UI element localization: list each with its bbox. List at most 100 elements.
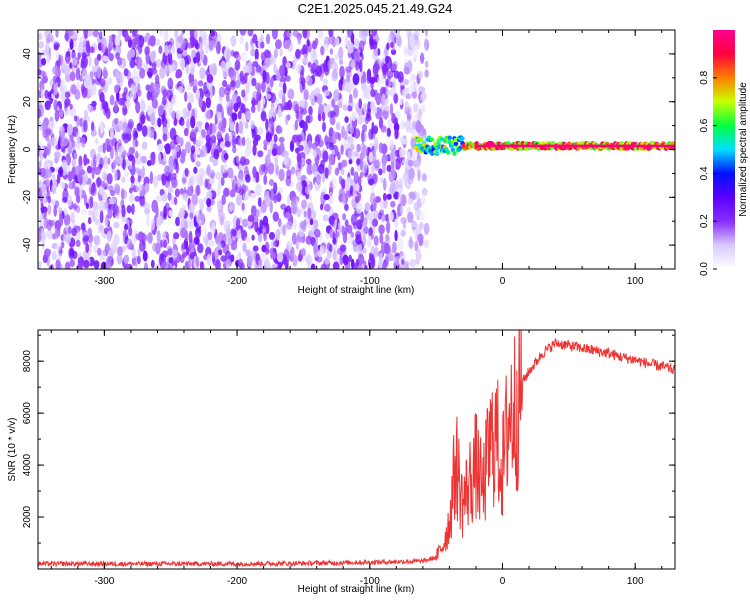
heatmap-cell xyxy=(343,137,350,148)
heatmap-cell xyxy=(44,43,50,56)
heatmap-cell xyxy=(198,36,203,44)
heatmap-cell xyxy=(56,252,62,261)
heatmap-cell xyxy=(222,67,229,78)
heatmap-cell xyxy=(74,115,78,122)
heatmap-x-axis-label: Height of straight line (km) xyxy=(298,285,415,296)
heatmap-cell xyxy=(181,57,186,71)
heatmap-cell xyxy=(384,255,389,268)
heatmap-cell xyxy=(74,186,80,198)
heatmap-cell xyxy=(371,30,378,37)
heatmap-cell xyxy=(245,41,249,52)
heatmap-cell xyxy=(256,227,262,236)
heatmap-cell xyxy=(238,121,243,134)
heatmap-cell xyxy=(384,242,390,255)
heatmap-cell xyxy=(245,110,252,120)
heatmap-cell xyxy=(173,119,178,126)
heatmap-cell xyxy=(149,50,156,63)
heatmap-cell xyxy=(196,237,200,245)
heatmap-cell xyxy=(60,89,66,102)
heatmap-cell xyxy=(357,254,365,266)
heatmap-cell xyxy=(66,123,73,136)
heatmap-cell xyxy=(302,44,308,56)
heatmap-cell xyxy=(210,222,216,235)
heatmap-cell xyxy=(379,233,384,244)
heatmap-cell xyxy=(229,133,233,144)
heatmap-cell xyxy=(263,144,268,151)
heatmap-cell xyxy=(168,209,173,217)
heatmap-cell xyxy=(373,210,379,219)
heatmap-cell xyxy=(229,69,237,83)
heatmap-cell xyxy=(94,218,101,226)
heatmap-cell xyxy=(318,103,324,115)
heatmap-cell xyxy=(343,130,348,141)
heatmap-cell xyxy=(408,236,413,249)
heatmap-cell xyxy=(115,70,120,79)
heatmap-cell xyxy=(159,30,163,37)
heatmap-cell xyxy=(127,118,134,129)
heatmap-cell xyxy=(159,259,167,269)
heatmap-cell xyxy=(97,145,104,153)
heatmap-cell xyxy=(150,259,155,269)
heatmap-cell xyxy=(273,48,278,59)
heatmap-cell xyxy=(39,148,44,162)
heatmap-cell xyxy=(132,30,138,37)
heatmap-cell xyxy=(312,49,317,59)
heatmap-cell xyxy=(283,150,289,158)
heatmap-cell xyxy=(190,37,197,47)
heatmap-cell xyxy=(38,108,42,119)
heatmap-cell xyxy=(423,38,430,51)
heatmap-cell xyxy=(268,231,276,240)
heatmap-cell xyxy=(122,158,126,171)
heatmap-cell xyxy=(219,141,226,149)
colorbar-label: Normalized spectral amplitude xyxy=(738,82,749,217)
heatmap-cell xyxy=(88,56,92,67)
heatmap-cell xyxy=(362,124,367,133)
heatmap-cell xyxy=(328,215,335,226)
heatmap-cell xyxy=(350,213,358,226)
heatmap-cell xyxy=(381,64,389,76)
heatmap-cell xyxy=(136,122,143,132)
heatmap-cell xyxy=(365,90,372,101)
heatmap-cell xyxy=(390,200,396,208)
heatmap-cell xyxy=(250,120,255,130)
heatmap-cell xyxy=(384,105,390,112)
heatmap-cell xyxy=(102,55,109,62)
heatmap-cell xyxy=(104,201,109,210)
heatmap-cell xyxy=(292,30,299,37)
heatmap-cell xyxy=(121,204,126,218)
heatmap-cell xyxy=(40,70,45,77)
snr-y-axis-label: SNR (10 * v/v) xyxy=(7,418,18,482)
heatmap-cell xyxy=(268,108,273,119)
heatmap-cell xyxy=(297,35,301,45)
heatmap-cell xyxy=(108,77,113,84)
heatmap-cell xyxy=(198,96,203,109)
heatmap-cell xyxy=(409,83,415,93)
heatmap-cell xyxy=(225,92,230,103)
heatmap-cell xyxy=(217,242,222,251)
heatmap-cell xyxy=(134,37,140,44)
heatmap-cell xyxy=(307,207,312,220)
heatmap-cell xyxy=(389,103,394,116)
heatmap-cell xyxy=(347,41,354,54)
heatmap-cell xyxy=(123,87,128,95)
heatmap-cell xyxy=(417,248,421,260)
heatmap-cell xyxy=(59,136,66,149)
heatmap-cell xyxy=(303,89,309,101)
heatmap-cell xyxy=(313,219,319,231)
heatmap-cell xyxy=(182,107,188,120)
heatmap-cell xyxy=(270,56,276,65)
heatmap-cell xyxy=(188,257,192,269)
colorbar-gradient xyxy=(713,30,735,269)
heatmap-cell xyxy=(84,33,88,40)
heatmap-cell xyxy=(135,167,140,174)
heatmap-cell xyxy=(328,191,334,205)
heatmap-cell xyxy=(379,209,384,216)
heatmap-cell xyxy=(327,135,333,143)
heatmap-cell xyxy=(50,263,54,269)
heatmap-cell xyxy=(385,234,390,242)
heatmap-cell xyxy=(409,35,415,48)
heatmap-cell xyxy=(47,32,53,43)
heatmap-cell xyxy=(97,247,102,256)
heatmap-cell xyxy=(298,145,304,152)
heatmap-cell xyxy=(77,46,82,54)
